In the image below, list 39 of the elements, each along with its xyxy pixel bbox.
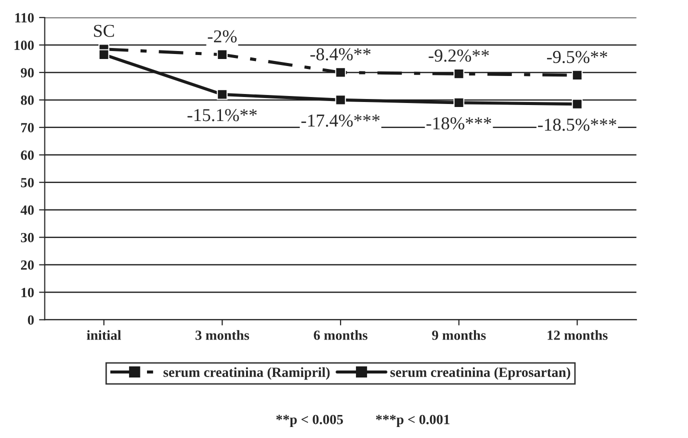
y-tick-label: 80 <box>20 96 34 105</box>
annotation: -9.5%** <box>547 50 608 64</box>
point <box>335 67 346 78</box>
point <box>335 94 346 106</box>
point <box>98 49 110 60</box>
y-tick-label: 10 <box>22 288 34 298</box>
y-tick-label: 0 <box>28 315 34 325</box>
y-tick-label: 50 <box>20 178 34 188</box>
y-tick-label: 110 <box>15 13 34 22</box>
x-tick-label: 12 months <box>548 330 608 340</box>
x-tick-label: 6 months <box>314 330 368 340</box>
annotation: -9.2%** <box>428 50 489 62</box>
legend-label: serum creatinina (Ramipril) <box>164 367 330 380</box>
point <box>216 89 228 100</box>
annotation: -18.5%*** <box>538 118 616 131</box>
annotation: -8.4%** <box>310 48 371 60</box>
y-tick-label: 30 <box>20 232 34 242</box>
annotation: SC <box>94 24 114 37</box>
x-tick-label: 3 months <box>196 330 250 340</box>
text: ***p < 0.001 <box>376 414 450 428</box>
text: **p < 0.005 <box>276 414 343 428</box>
y-tick-label: 70 <box>21 123 34 132</box>
annotation: -15.1%** <box>188 109 257 122</box>
point <box>454 68 464 80</box>
point <box>572 70 583 81</box>
annotation: -18%*** <box>426 117 492 130</box>
x-tick-label: initial <box>86 330 122 340</box>
annotation: -2% <box>208 30 237 43</box>
point <box>216 49 228 60</box>
point <box>572 98 583 110</box>
y-tick-label: 90 <box>20 68 34 78</box>
y-tick-label: 100 <box>14 40 34 50</box>
legend-label: serum creatinina (Eprosartan) <box>390 367 570 380</box>
x-tick-label: 9 months <box>432 330 486 340</box>
y-tick-label: 40 <box>20 205 34 215</box>
y-tick-label: 60 <box>20 150 34 160</box>
y-tick-label: 20 <box>21 260 34 270</box>
annotation: -17.4%*** <box>301 114 380 127</box>
point <box>454 97 464 108</box>
